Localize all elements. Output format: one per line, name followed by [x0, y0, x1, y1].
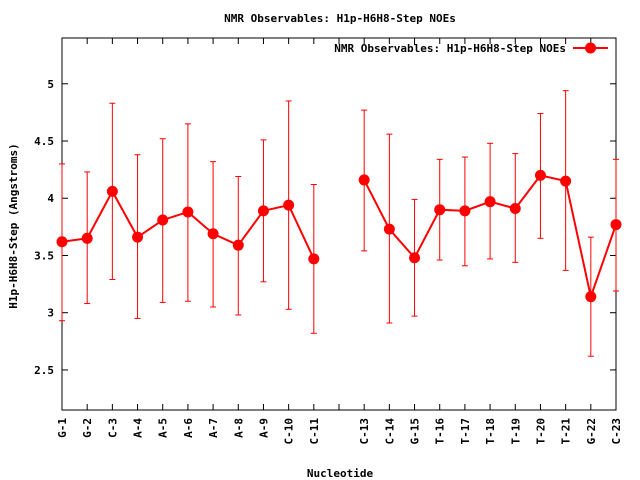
data-point — [585, 291, 597, 303]
data-point — [484, 196, 496, 208]
data-point — [409, 252, 421, 264]
x-tick-label: C-23 — [610, 418, 623, 445]
data-point — [509, 203, 521, 215]
plot-area: 2.5 3 3.5 4 4.5 5 G-1 G-2 C-3 A-4 A-5 A-6 A-7 A-8 A-9 C… — [34, 37, 623, 445]
y-tick-label: 5 — [47, 78, 54, 91]
x-tick-label: T-21 — [560, 418, 573, 445]
legend: NMR Observables: H1p-H6H8-Step NOEs — [334, 42, 608, 55]
x-tick-label: T-16 — [434, 418, 447, 445]
data-point — [534, 169, 546, 181]
data-point — [132, 231, 144, 243]
x-tick-label: C-11 — [308, 418, 321, 445]
legend-label: NMR Observables: H1p-H6H8-Step NOEs — [334, 42, 566, 55]
x-tick-label: G-2 — [81, 418, 94, 438]
data-point — [383, 223, 395, 235]
x-tick-label: T-19 — [509, 418, 522, 445]
y-tick-label: 4.5 — [34, 135, 54, 148]
data-point — [358, 174, 370, 186]
data-point — [610, 219, 622, 231]
data-point — [207, 228, 219, 240]
x-tick-label: G-22 — [585, 418, 598, 445]
x-tick-label: A-5 — [157, 418, 170, 438]
y-tick-label: 3 — [47, 307, 54, 320]
data-point — [459, 205, 471, 217]
x-tick-label: C-14 — [383, 418, 396, 445]
x-tick-label: A-6 — [182, 418, 195, 438]
x-tick-label: T-20 — [534, 418, 547, 445]
x-tick-label: C-13 — [358, 418, 371, 445]
y-axis-label: H1p-H6H8-Step (Angstroms) — [7, 143, 20, 309]
data-point — [56, 236, 68, 248]
data-point — [434, 204, 446, 216]
y-tick-label: 4 — [47, 192, 54, 205]
data-point — [157, 214, 169, 226]
legend-marker-swatch — [585, 42, 596, 54]
y-tick-label: 2.5 — [34, 364, 54, 377]
x-tick-label: T-18 — [484, 418, 497, 445]
data-point — [106, 185, 118, 197]
x-axis-label: Nucleotide — [307, 467, 374, 480]
x-tick-label: G-15 — [409, 418, 422, 445]
chart-title: NMR Observables: H1p-H6H8-Step NOEs — [224, 12, 456, 25]
y-tick-label: 3.5 — [34, 249, 54, 262]
data-point — [308, 253, 320, 265]
x-tick-label: T-17 — [459, 418, 472, 445]
data-point — [257, 205, 269, 217]
x-tick-label: A-8 — [232, 418, 245, 438]
data-point — [81, 232, 93, 244]
x-tick-label: A-7 — [207, 418, 220, 438]
x-tick-label: A-4 — [132, 418, 145, 438]
data-point — [232, 239, 244, 251]
data-point — [283, 199, 295, 211]
data-point — [560, 175, 572, 187]
data-point — [182, 206, 194, 218]
x-tick-label: C-10 — [283, 418, 296, 445]
x-tick-label: A-9 — [257, 418, 270, 438]
x-tick-label: G-1 — [56, 418, 69, 438]
x-tick-label: C-3 — [106, 418, 119, 438]
